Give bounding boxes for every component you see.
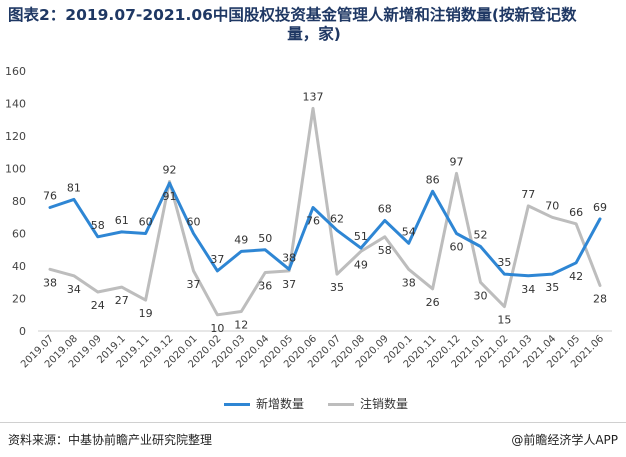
legend-swatch-cancel [328, 403, 354, 406]
data-label-new: 52 [473, 229, 487, 242]
data-label-new: 51 [354, 230, 368, 243]
y-tick-label: 40 [12, 260, 26, 273]
data-label-cancel: 137 [303, 90, 324, 103]
data-label-new: 61 [115, 214, 129, 227]
data-label-new: 76 [306, 215, 320, 228]
data-label-cancel: 38 [402, 276, 416, 289]
y-tick-label: 20 [12, 293, 26, 306]
data-label-new: 81 [67, 181, 81, 194]
data-label-cancel: 30 [473, 289, 487, 302]
data-label-cancel: 19 [139, 307, 153, 320]
data-label-cancel: 37 [282, 278, 296, 291]
data-label-cancel: 97 [450, 155, 464, 168]
data-label-new: 35 [497, 256, 511, 269]
y-tick-label: 100 [5, 163, 26, 176]
data-label-new: 58 [91, 219, 105, 232]
data-label-new: 49 [234, 233, 248, 246]
data-label-cancel: 49 [354, 258, 368, 271]
data-label-cancel: 12 [234, 319, 248, 332]
y-tick-label: 120 [5, 130, 26, 143]
data-label-cancel: 70 [545, 199, 559, 212]
chart-title-line2: 量，家) [287, 25, 341, 43]
data-label-cancel: 37 [186, 278, 200, 291]
y-tick-label: 80 [12, 195, 26, 208]
data-label-cancel: 36 [258, 280, 272, 293]
data-label-new: 60 [186, 216, 200, 229]
data-label-new: 38 [282, 251, 296, 264]
data-label-cancel: 77 [521, 188, 535, 201]
y-tick-label: 140 [5, 98, 26, 111]
y-tick-label: 160 [5, 65, 26, 78]
data-label-new: 68 [378, 203, 392, 216]
data-label-new: 86 [426, 173, 440, 186]
chart-title: 图表2：2019.07-2021.06中国股权投资基金管理人新增和注销数量(按新… [8, 6, 620, 44]
data-label-cancel: 58 [378, 244, 392, 257]
data-label-new: 69 [593, 201, 607, 214]
legend-swatch-new [224, 403, 250, 406]
source-note: 资料来源：中基协前瞻产业研究院整理 [8, 433, 213, 447]
data-label-cancel: 34 [67, 283, 81, 296]
data-label-new: 60 [139, 216, 153, 229]
data-label-cancel: 66 [569, 206, 583, 219]
y-tick-label: 0 [19, 325, 26, 338]
data-label-cancel: 28 [593, 293, 607, 306]
y-tick-label: 60 [12, 228, 26, 241]
series-line-cancel [48, 106, 602, 317]
data-label-new: 35 [545, 281, 559, 294]
data-label-cancel: 27 [115, 294, 129, 307]
data-label-new: 42 [569, 270, 583, 283]
data-label-new: 50 [258, 232, 272, 245]
chart-legend: 新增数量 注销数量 [0, 395, 626, 415]
data-label-cancel: 35 [330, 281, 344, 294]
legend-label-cancel: 注销数量 [360, 397, 409, 411]
data-label-new: 60 [450, 241, 464, 254]
data-label-new: 34 [521, 283, 535, 296]
data-label-new: 37 [210, 253, 224, 266]
series-line-new [48, 181, 602, 278]
data-label-new: 76 [43, 190, 57, 203]
data-label-cancel: 92 [163, 164, 177, 177]
data-label-new: 62 [330, 212, 344, 225]
data-label-cancel: 38 [43, 276, 57, 289]
legend-label-new: 新增数量 [256, 397, 305, 411]
data-label-new: 91 [163, 190, 177, 203]
data-label-cancel: 15 [497, 314, 511, 327]
data-label-new: 54 [402, 225, 416, 238]
brand-credit: @前瞻经济学人APP [511, 433, 618, 447]
data-label-cancel: 24 [91, 299, 105, 312]
chart-title-line1: 图表2：2019.07-2021.06中国股权投资基金管理人新增和注销数量(按新… [8, 6, 577, 24]
data-label-cancel: 10 [210, 322, 224, 335]
footer-divider [0, 422, 626, 423]
data-label-cancel: 26 [426, 296, 440, 309]
